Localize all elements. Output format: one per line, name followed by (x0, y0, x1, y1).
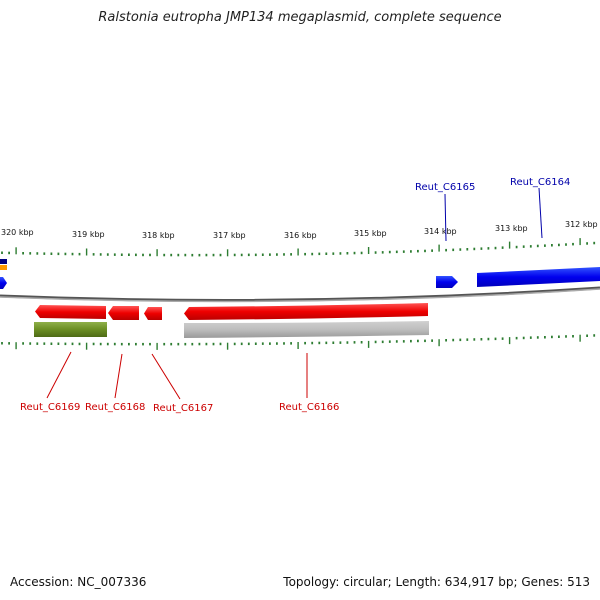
genome-summary-text: Topology: circular; Length: 634,917 bp; … (283, 575, 590, 589)
gene-reut-c6165[interactable] (436, 276, 458, 288)
label-reut-c6168[interactable]: Reut_C6168 (85, 402, 145, 413)
left-edge-features (0, 259, 7, 289)
scale-label-319: 319 kbp (72, 230, 105, 239)
scale-labels: 320 kbp 319 kbp 318 kbp 317 kbp 316 kbp … (1, 220, 598, 240)
leader-reut-c6164 (538, 187, 543, 239)
edge-feature-orange (0, 265, 7, 270)
scale-ticks-top (1, 238, 596, 257)
gene-labels: Reut_C6169 Reut_C6168 Reut_C6167 Reut_C6… (20, 177, 570, 414)
accession-text: Accession: NC_007336 (10, 575, 147, 589)
reverse-genes (35, 303, 428, 320)
gene-reut-c6168[interactable] (108, 306, 139, 320)
leader-reut-c6168 (114, 353, 123, 399)
scale-label-317: 317 kbp (213, 231, 246, 240)
edge-feature-navy (0, 259, 7, 264)
scale-label-314: 314 kbp (424, 227, 457, 236)
scale-label-313: 313 kbp (495, 224, 528, 233)
label-reut-c6165[interactable]: Reut_C6165 (415, 182, 475, 193)
gene-reut-c6164[interactable] (477, 267, 600, 287)
label-leaders (46, 187, 543, 400)
leader-reut-c6167 (151, 353, 181, 400)
label-reut-c6166[interactable]: Reut_C6166 (279, 402, 339, 413)
gene-reut-c6169[interactable] (35, 305, 106, 319)
scale-label-312: 312 kbp (565, 220, 598, 229)
leader-reut-c6169 (46, 351, 72, 399)
plasmid-backbone (0, 286, 600, 302)
forward-genes (436, 267, 600, 288)
edge-feature-blue-arrow (0, 277, 7, 289)
leader-reut-c6165 (444, 193, 447, 242)
plasmid-backbone-highlight (0, 288, 600, 303)
label-reut-c6167[interactable]: Reut_C6167 (153, 403, 213, 414)
rna-feature-green[interactable] (34, 322, 107, 337)
map-title: Ralstonia eutropha JMP134 megaplasmid, c… (98, 10, 502, 25)
gene-reut-c6166[interactable] (184, 303, 428, 320)
feature-gray-band[interactable] (184, 321, 429, 338)
scale-label-316: 316 kbp (284, 231, 317, 240)
gene-reut-c6167[interactable] (144, 307, 162, 320)
label-reut-c6164[interactable]: Reut_C6164 (510, 177, 570, 188)
scale-label-318: 318 kbp (142, 231, 175, 240)
scale-label-320: 320 kbp (1, 228, 34, 237)
label-reut-c6169[interactable]: Reut_C6169 (20, 402, 80, 413)
scale-label-315: 315 kbp (354, 229, 387, 238)
lower-features (34, 321, 429, 338)
scale-ticks-bottom (1, 334, 596, 350)
